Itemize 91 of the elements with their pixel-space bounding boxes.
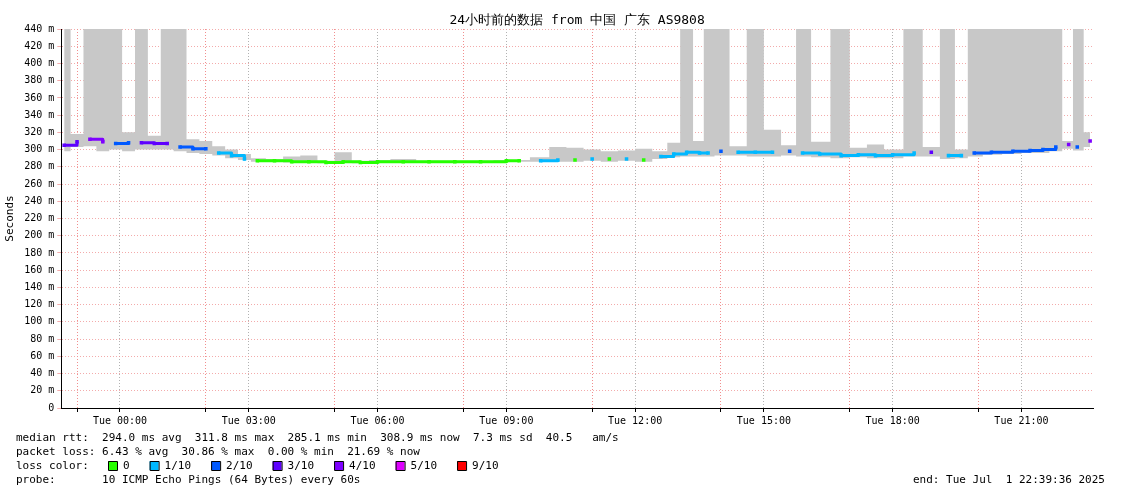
point (624, 157, 629, 161)
point (839, 153, 843, 158)
legend-label: 9/10 (472, 458, 499, 472)
point (800, 151, 805, 155)
legend-label: 2/10 (226, 458, 253, 472)
legend-label: 3/10 (287, 458, 315, 472)
y-tick-label: 340 m (24, 108, 55, 120)
point (517, 159, 521, 163)
y-tick-label: 120 m (24, 298, 55, 310)
point (1075, 145, 1080, 149)
point (890, 152, 895, 157)
y-axis-title: Seconds (3, 195, 17, 242)
point (719, 149, 723, 154)
point (191, 146, 195, 151)
point (706, 151, 710, 155)
point (538, 159, 543, 163)
point (817, 152, 822, 156)
point (1054, 145, 1058, 149)
y-tick-label: 180 m (24, 246, 55, 258)
point (641, 158, 646, 162)
point (165, 141, 169, 146)
point (929, 150, 934, 154)
y-tick-label: 320 m (24, 125, 55, 137)
point (753, 150, 758, 154)
chart-title: 24小时前的数据 from 中国 广东 AS9808 (449, 12, 705, 28)
legend-label: 1/10 (164, 458, 192, 472)
point (178, 145, 182, 149)
y-tick-label: 280 m (24, 160, 55, 172)
point (770, 150, 775, 154)
x-tick-label: Tue 21:00 (994, 414, 1049, 426)
point (912, 151, 916, 155)
point (736, 150, 740, 154)
x-tick-label: Tue 09:00 (479, 414, 534, 426)
y-tick-label: 400 m (24, 57, 55, 69)
y-tick-label: 140 m (24, 281, 55, 292)
point (556, 158, 560, 162)
point (684, 150, 689, 154)
x-tick-label: Tue 03:00 (221, 414, 276, 426)
y-tick-label: 0 (48, 401, 55, 413)
point (101, 140, 105, 144)
y-tick-label: 200 m (24, 229, 55, 241)
text: packet loss: 6.43 % avg 30.86 % max 0.00 % min 21.69 % now (16, 444, 421, 458)
y-tick-label: 20 m (30, 384, 55, 396)
y-tick-label: 300 m (24, 143, 55, 155)
x-tick-label: Tue 06:00 (350, 414, 405, 426)
point (697, 151, 702, 155)
y-tick-label: 220 m (24, 212, 55, 224)
y-tick-label: 440 m (24, 22, 55, 34)
point (242, 157, 247, 161)
point (324, 160, 328, 165)
point (989, 150, 994, 154)
text: end: Tue Jul 1 22:39:36 2025 (912, 472, 1105, 486)
x-tick-label: Tue 00:00 (92, 414, 148, 426)
y-tick-label: 420 m (24, 39, 55, 51)
point (659, 154, 663, 159)
x-tick-label: Tue 12:00 (608, 414, 663, 426)
x-tick-label: Tue 15:00 (736, 414, 791, 426)
y-tick-label: 100 m (24, 315, 55, 327)
legend-label: 0 (123, 458, 130, 472)
point (272, 159, 277, 163)
point (504, 159, 509, 163)
point (573, 158, 577, 162)
y-tick-label: 40 m (30, 367, 55, 379)
point (204, 146, 208, 151)
text: median rtt: 294.0 ms avg 311.8 ms max 285.1 ms min 308.9 ms now 7.3 ms sd 40.5 am/s (16, 430, 619, 444)
y-tick-label: 260 m (24, 177, 55, 189)
point (1088, 139, 1092, 143)
y-tick-label: 360 m (24, 91, 55, 103)
point (972, 151, 976, 155)
legend-title: loss color: (16, 458, 89, 472)
point (255, 159, 260, 163)
point (590, 157, 594, 161)
point (1011, 149, 1015, 154)
point (856, 152, 861, 157)
legend-label: 4/10 (349, 458, 376, 472)
point (88, 137, 92, 142)
y-tick-label: 240 m (24, 194, 55, 206)
point (1041, 147, 1045, 152)
y-tick-label: 80 m (30, 332, 55, 344)
text: probe: 10 ICMP Echo Pings (64 Bytes) every 60s (16, 472, 361, 486)
point (671, 152, 676, 156)
y-tick-label: 160 m (24, 263, 55, 275)
point (1028, 148, 1032, 153)
point (607, 157, 612, 161)
point (75, 140, 79, 144)
y-tick-label: 60 m (30, 349, 55, 361)
x-tick-label: Tue 18:00 (865, 414, 920, 426)
point (216, 151, 221, 155)
y-tick-label: 380 m (24, 74, 55, 86)
legend-label: 5/10 (410, 458, 438, 472)
point (62, 143, 66, 148)
